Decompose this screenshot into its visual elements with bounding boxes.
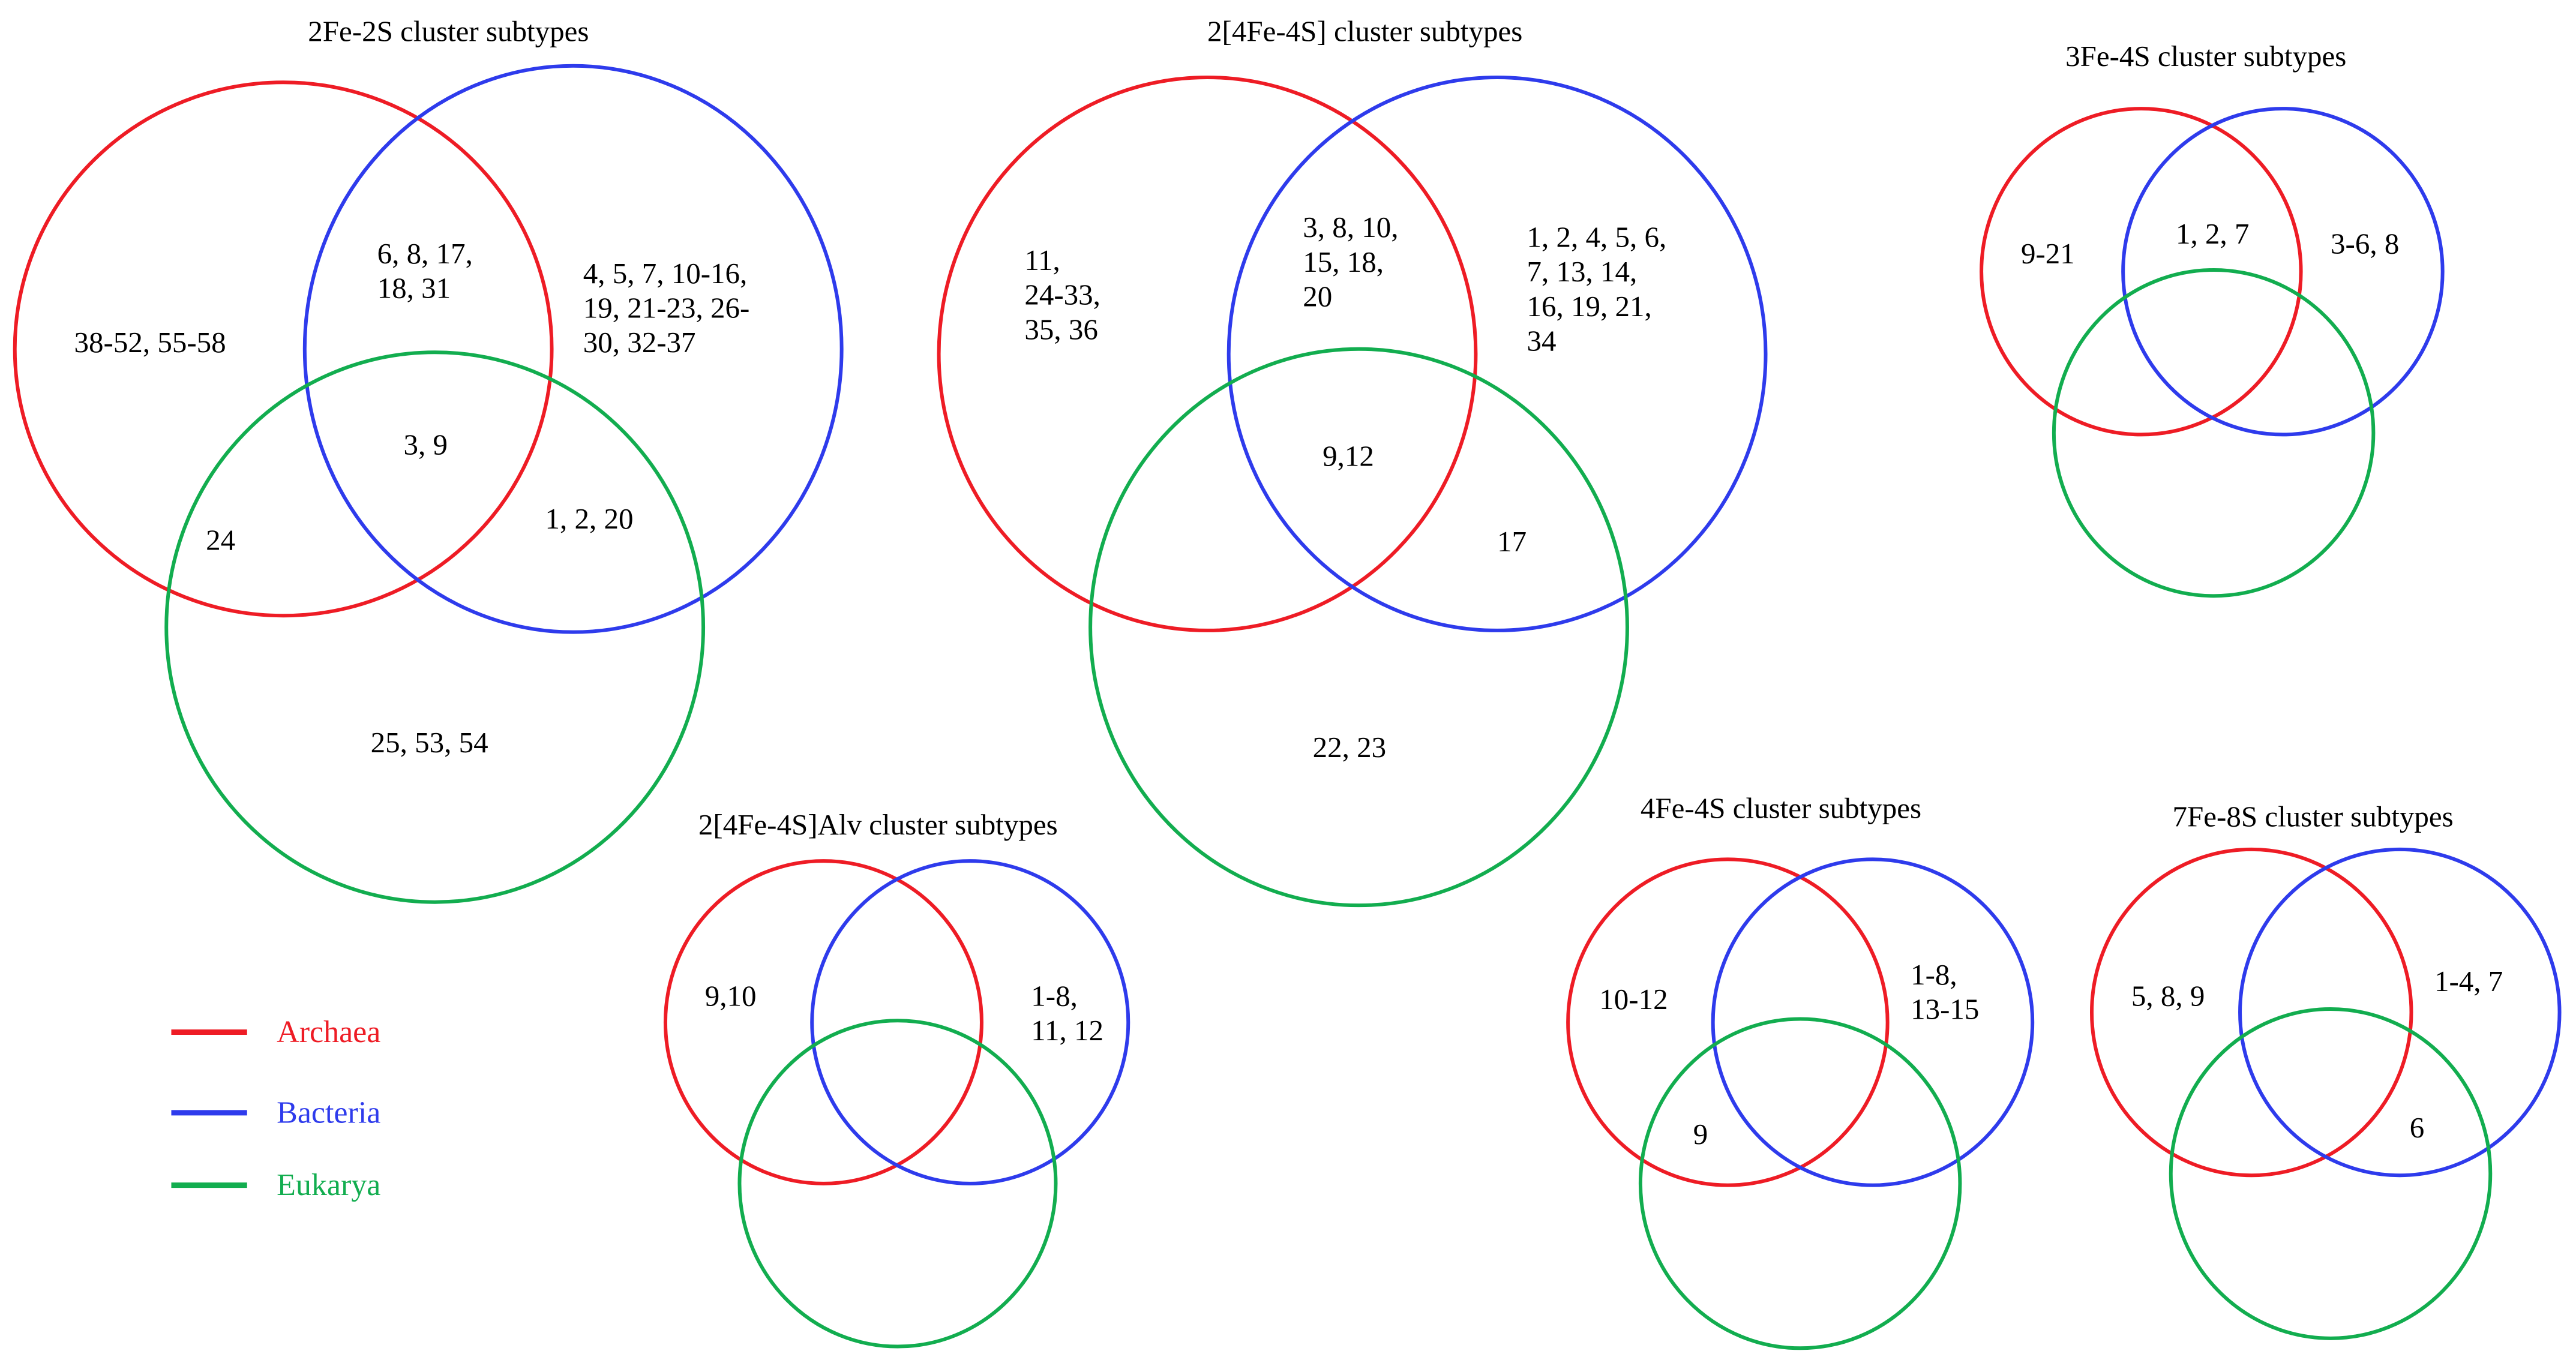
region-label-line: 6, 8, 17, — [377, 237, 473, 270]
region-label-line: 11, 12 — [1031, 1014, 1103, 1047]
region-label-line: 1, 2, 7 — [2176, 217, 2250, 250]
region-label-line: 9,12 — [1323, 440, 1374, 473]
region-label-line: 20 — [1303, 280, 1332, 313]
venn-diagram: 3Fe-4S cluster subtypes 9-21 1, 2, 7 3-6, 8 — [1980, 40, 2445, 598]
venn-diagram: 4Fe-4S cluster subtypes 10-12 1-8, 13-15 9 — [1566, 792, 2035, 1350]
region-label-line: 24 — [206, 523, 235, 556]
region-label-line: 3, 8, 10, — [1303, 211, 1398, 244]
bacteria-circle — [1711, 857, 2035, 1187]
region-label: 1, 2, 20 — [545, 502, 634, 535]
region-label-line: 9-21 — [2021, 237, 2075, 270]
region-label-line: 6 — [2410, 1111, 2425, 1144]
region-label-line: 4, 5, 7, 10-16, — [583, 257, 748, 290]
diagram-title: 2[4Fe-4S]Alv cluster subtypes — [698, 808, 1058, 841]
bacteria-circle — [2121, 107, 2445, 437]
venn-diagram: 2[4Fe-4S]Alv cluster subtypes 9,10 1-8, 11,… — [663, 808, 1130, 1349]
eukarya-circle — [2169, 1007, 2493, 1340]
region-label-line: 24-33, — [1024, 278, 1100, 311]
region-label-line: 3, 9 — [403, 428, 448, 461]
region-label: 1, 2, 4, 5, 6, 7, 13, 14, 16, 19, 21, 34 — [1527, 221, 1667, 358]
region-label-line: 5, 8, 9 — [2131, 980, 2205, 1013]
region-label: 1-8, 11, 12 — [1031, 980, 1103, 1047]
diagram-title: 2Fe-2S cluster subtypes — [308, 15, 589, 48]
region-label-line: 1, 2, 4, 5, 6, — [1527, 221, 1667, 254]
eukarya-circle — [737, 1019, 1058, 1349]
region-label-line: 1-8, — [1911, 958, 1957, 991]
region-label: 1, 2, 7 — [2176, 217, 2250, 250]
region-label: 10-12 — [1599, 983, 1668, 1016]
region-label-line: 30, 32-37 — [583, 326, 696, 359]
eukarya-circle — [2052, 268, 2376, 598]
region-label-line: 38-52, 55-58 — [74, 326, 226, 359]
region-label-line: 34 — [1527, 324, 1557, 357]
region-label: 1-4, 7 — [2434, 965, 2503, 998]
region-label: 11, 24-33, 35, 36 — [1024, 244, 1100, 346]
archaea-circle — [663, 859, 983, 1185]
region-label: 5, 8, 9 — [2131, 980, 2205, 1013]
region-label-line: 10-12 — [1599, 983, 1668, 1016]
region-label: 9,10 — [705, 980, 757, 1013]
bacteria-circle — [302, 64, 844, 634]
region-label-line: 11, — [1024, 244, 1060, 277]
region-label-line: 9 — [1693, 1118, 1708, 1151]
archaea-circle — [937, 75, 1478, 632]
region-label-line: 1-4, 7 — [2434, 965, 2503, 998]
region-label-line: 3-6, 8 — [2331, 227, 2399, 260]
region-label-line: 15, 18, — [1303, 245, 1384, 278]
venn-diagram: 2[4Fe-4S] cluster subtypes 11, 24-33, 35, 3… — [937, 15, 1768, 908]
archaea-circle — [2090, 847, 2413, 1178]
region-label-line: 1, 2, 20 — [545, 502, 634, 535]
region-label-line: 19, 21-23, 26- — [583, 292, 750, 325]
eukarya-circle — [1638, 1017, 1962, 1350]
region-label: 25, 53, 54 — [371, 726, 488, 759]
venn-diagram: 2Fe-2S cluster subtypes 38-52, 55-58 6, 8,… — [13, 15, 844, 904]
legend-label: Bacteria — [277, 1095, 380, 1130]
diagram-title: 2[4Fe-4S] cluster subtypes — [1207, 15, 1522, 48]
archaea-circle — [1566, 857, 1890, 1187]
region-label: 3, 9 — [403, 428, 448, 461]
region-label: 9-21 — [2021, 237, 2075, 270]
region-label-line: 7, 13, 14, — [1527, 255, 1638, 288]
region-label-line: 9,10 — [705, 980, 757, 1013]
legend-label: Archaea — [277, 1015, 380, 1049]
bacteria-circle — [1226, 75, 1768, 632]
region-label: 22, 23 — [1313, 731, 1387, 764]
eukarya-circle — [164, 350, 706, 904]
diagram-title: 7Fe-8S cluster subtypes — [2173, 800, 2454, 833]
region-label: 24 — [206, 523, 235, 556]
region-label-line: 13-15 — [1911, 993, 1979, 1026]
region-label-line: 1-8, — [1031, 980, 1078, 1013]
region-label: 6, 8, 17, 18, 31 — [377, 237, 473, 305]
region-label: 1-8, 13-15 — [1911, 958, 1979, 1026]
region-label-line: 17 — [1497, 525, 1527, 558]
legend: Archaea Bacteria Eukarya — [171, 1015, 380, 1202]
eukarya-circle — [1088, 347, 1629, 908]
region-label: 6 — [2410, 1111, 2425, 1144]
region-label-line: 25, 53, 54 — [371, 726, 488, 759]
region-label: 9 — [1693, 1118, 1708, 1151]
region-label: 3-6, 8 — [2331, 227, 2399, 260]
diagram-title: 3Fe-4S cluster subtypes — [2065, 40, 2346, 73]
bacteria-circle — [810, 859, 1130, 1185]
venn-diagram: 7Fe-8S cluster subtypes 5, 8, 9 1-4, 7 6 — [2090, 800, 2562, 1340]
archaea-circle — [1980, 107, 2303, 437]
diagram-title: 4Fe-4S cluster subtypes — [1641, 792, 1921, 825]
region-label: 9,12 — [1323, 440, 1374, 473]
legend-label: Eukarya — [277, 1168, 380, 1202]
archaea-circle — [13, 80, 554, 618]
region-label-line: 35, 36 — [1024, 313, 1098, 346]
region-label-line: 22, 23 — [1313, 731, 1387, 764]
region-label: 38-52, 55-58 — [74, 326, 226, 359]
bacteria-circle — [2238, 847, 2562, 1178]
region-label: 3, 8, 10, 15, 18, 20 — [1303, 211, 1398, 313]
region-label: 17 — [1497, 525, 1527, 558]
region-label: 4, 5, 7, 10-16, 19, 21-23, 26-30, 32-37 — [583, 257, 750, 359]
region-label-line: 18, 31 — [377, 272, 451, 305]
region-label-line: 16, 19, 21, — [1527, 290, 1652, 323]
